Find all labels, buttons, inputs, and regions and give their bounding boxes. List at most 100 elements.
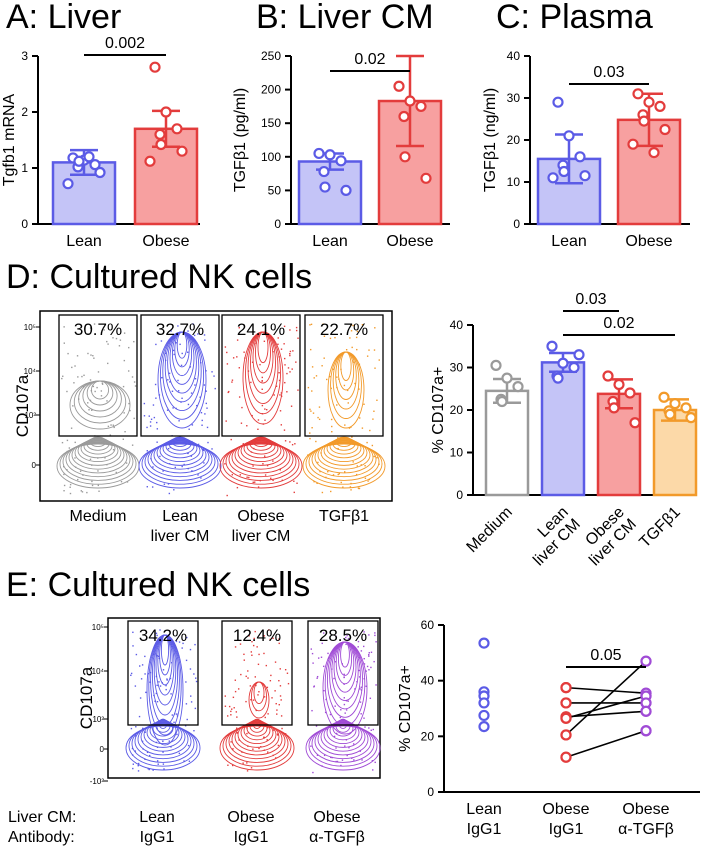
flow-e-y-tick-label: 10⁵ bbox=[92, 623, 104, 632]
flow-d-event-dot bbox=[123, 412, 125, 414]
flow-d-event-dot bbox=[103, 329, 105, 331]
chart-d-data-point bbox=[608, 402, 620, 414]
flow-d-event-dot bbox=[368, 349, 370, 351]
flow-d-contour bbox=[80, 438, 116, 459]
flow-d-event-dot bbox=[124, 431, 126, 433]
flow-e-event-dot bbox=[137, 770, 140, 772]
flow-e-event-dot bbox=[234, 679, 237, 681]
flow-e-event-dot bbox=[232, 696, 235, 699]
chart-b-p-value: 0.02 bbox=[354, 51, 385, 68]
chart-a-y-tick-label: 3 bbox=[21, 49, 28, 63]
flow-d-sample-label: liver CM bbox=[232, 528, 291, 545]
flow-e-gate bbox=[127, 620, 199, 726]
flow-d-event-dot bbox=[159, 455, 161, 458]
panel-c-title: C: Plasma bbox=[496, 0, 653, 36]
flow-e-event-dot bbox=[335, 635, 337, 637]
flow-d-event-dot bbox=[352, 361, 355, 363]
flow-d-event-dot bbox=[183, 463, 185, 466]
flow-e-event-dot bbox=[315, 725, 318, 727]
flow-e-event-dot bbox=[243, 653, 245, 656]
flow-e-event-dot bbox=[135, 726, 137, 728]
flow-d-event-dot bbox=[188, 428, 190, 430]
flow-e-event-dot bbox=[250, 767, 253, 769]
flow-e-event-dot bbox=[237, 688, 240, 690]
chart-e-data-point bbox=[560, 712, 572, 724]
flow-d-event-dot bbox=[286, 391, 288, 393]
flow-e-frame bbox=[107, 617, 381, 779]
flow-d-event-dot bbox=[313, 377, 315, 379]
flow-d-contour bbox=[240, 439, 282, 463]
flow-e-event-dot bbox=[232, 764, 234, 767]
flow-e-event-dot bbox=[165, 688, 167, 691]
flow-d-event-dot bbox=[344, 424, 346, 426]
flow-e-event-dot bbox=[190, 695, 192, 697]
flow-e-event-dot bbox=[144, 673, 146, 675]
flow-d-event-dot bbox=[311, 427, 313, 429]
chart-e-pair-line bbox=[565, 686, 647, 694]
flow-d-event-dot bbox=[342, 486, 344, 488]
chart-c-y-tick-label: 30 bbox=[507, 91, 521, 105]
flow-d-event-dot bbox=[122, 438, 125, 440]
chart-d-data-point bbox=[680, 402, 692, 414]
flow-d-event-dot bbox=[82, 386, 85, 388]
flow-d-sample-label: Lean bbox=[162, 508, 198, 525]
flow-d-event-dot bbox=[264, 474, 267, 476]
flow-e-event-dot bbox=[156, 634, 158, 637]
flow-d-event-dot bbox=[309, 408, 311, 411]
flow-e-contour bbox=[140, 722, 186, 752]
flow-d-event-dot bbox=[252, 330, 254, 333]
flow-d-event-dot bbox=[167, 379, 169, 381]
flow-d-contour bbox=[225, 442, 297, 481]
flow-d-event-dot bbox=[172, 407, 174, 409]
chart-a-p-value: 0.002 bbox=[105, 35, 145, 52]
flow-d-event-dot bbox=[292, 350, 294, 352]
flow-d-event-dot bbox=[315, 375, 318, 377]
flow-e-event-dot bbox=[275, 757, 277, 759]
flow-e-plot-1 bbox=[219, 629, 295, 772]
chart-b-y-tick-label: 250 bbox=[261, 49, 281, 63]
flow-e-event-dot bbox=[163, 768, 165, 770]
flow-e-event-dot bbox=[190, 701, 193, 703]
flow-d-event-dot bbox=[224, 346, 227, 348]
flow-d-contour bbox=[147, 441, 213, 478]
flow-d-event-dot bbox=[86, 491, 88, 494]
flow-d-event-dot bbox=[336, 404, 338, 406]
flow-e-event-dot bbox=[167, 634, 170, 636]
flow-e-sample-label: Obese bbox=[313, 809, 360, 826]
flow-d-event-dot bbox=[243, 351, 245, 353]
flow-d-event-dot bbox=[109, 434, 112, 436]
flow-e-event-dot bbox=[375, 684, 377, 686]
flow-d-contour bbox=[138, 443, 222, 489]
flow-e-event-dot bbox=[131, 747, 134, 750]
flow-d-event-dot bbox=[203, 384, 206, 386]
flow-e-contour bbox=[335, 719, 351, 733]
flow-d-event-dot bbox=[297, 389, 299, 391]
flow-d-event-dot bbox=[279, 394, 281, 396]
flow-d-event-dot bbox=[357, 487, 360, 489]
chart-e-data-point bbox=[478, 697, 490, 709]
flow-d-event-dot bbox=[263, 340, 266, 342]
flow-d-event-dot bbox=[190, 455, 193, 457]
flow-e-contour bbox=[340, 641, 350, 668]
flow-d-y-tick-label: 10⁵ bbox=[24, 323, 36, 332]
flow-d-event-dot bbox=[143, 402, 146, 405]
flow-d-event-dot bbox=[317, 461, 319, 464]
flow-d-event-dot bbox=[239, 474, 242, 476]
flow-d-event-dot bbox=[154, 383, 157, 386]
flow-e-event-dot bbox=[359, 750, 361, 752]
flow-d-event-dot bbox=[295, 326, 298, 329]
flow-e-event-dot bbox=[250, 699, 252, 701]
flow-d-event-dot bbox=[115, 471, 117, 474]
chart-c-data-point bbox=[563, 130, 575, 142]
flow-d-event-dot bbox=[206, 407, 208, 409]
flow-e-event-dot bbox=[286, 672, 289, 674]
flow-e-event-dot bbox=[267, 713, 269, 715]
flow-d-event-dot bbox=[355, 473, 358, 476]
flow-d-event-dot bbox=[364, 477, 367, 480]
flow-e-y-tick-label: 10⁴ bbox=[92, 667, 105, 676]
flow-e-event-dot bbox=[347, 637, 350, 640]
flow-e-event-dot bbox=[254, 676, 256, 678]
flow-d-contour bbox=[314, 441, 374, 474]
flow-e-event-dot bbox=[312, 662, 314, 664]
flow-e-event-dot bbox=[245, 675, 247, 678]
